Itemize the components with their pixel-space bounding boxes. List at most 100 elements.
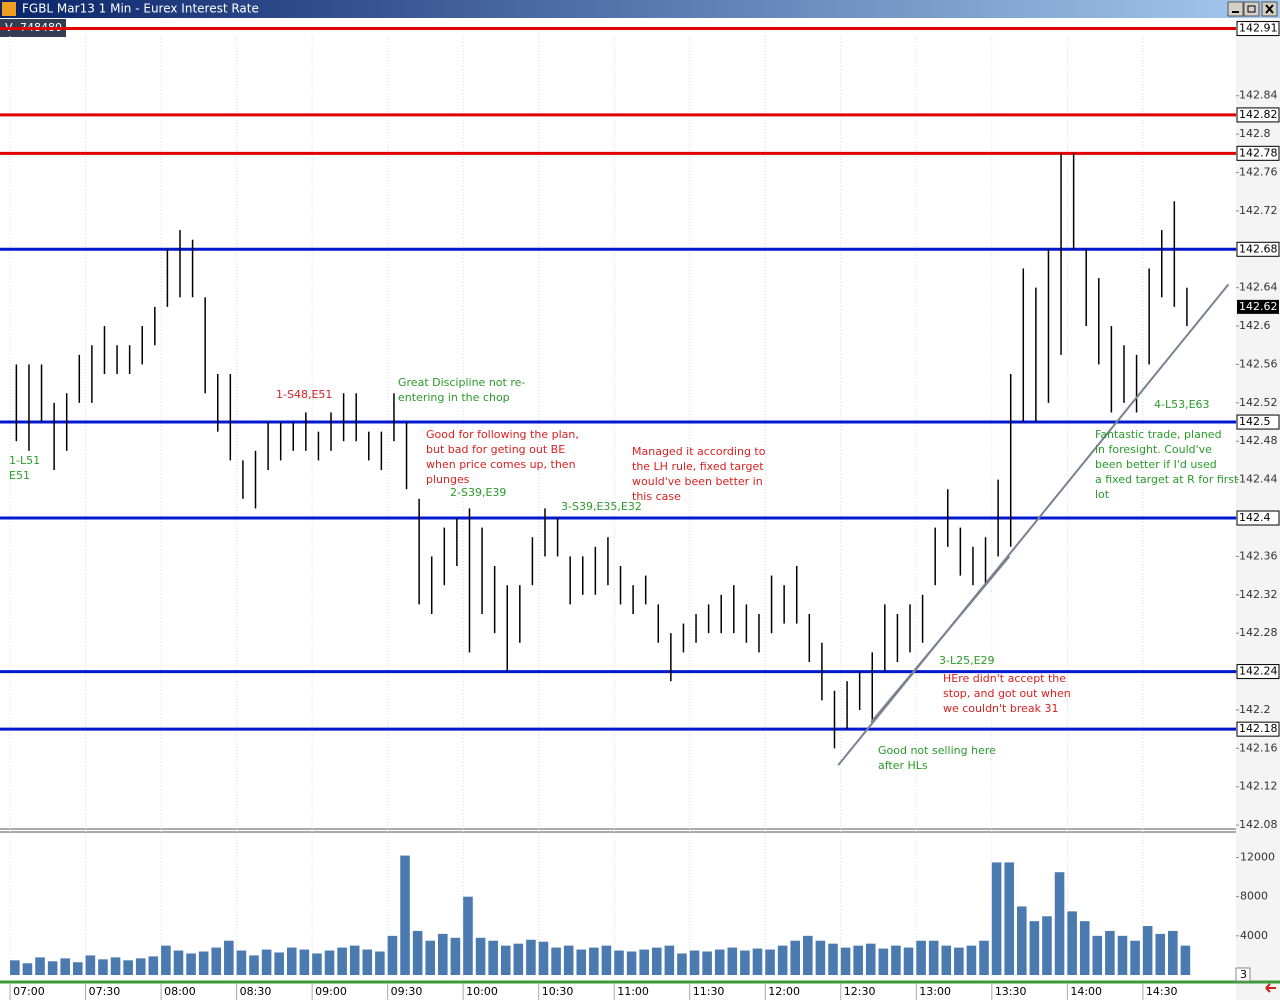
- volume-bar: [1117, 935, 1128, 975]
- volume-bar: [979, 940, 989, 975]
- volume-bar: [714, 949, 725, 975]
- y-tick-label: 142.28: [1239, 626, 1278, 639]
- restore-button[interactable]: [1243, 1, 1260, 17]
- annotation: 2-S39,E39: [450, 486, 506, 499]
- volume-bar: [488, 940, 498, 975]
- level-label-box: [1236, 145, 1280, 161]
- volume-bar: [463, 896, 473, 975]
- volume-bar: [236, 950, 247, 975]
- title-bar: [0, 0, 1280, 18]
- volume-bar: [601, 945, 612, 975]
- volume-bar: [891, 945, 901, 975]
- volume-bar: [110, 957, 121, 975]
- volume-bar: [538, 941, 549, 975]
- last-price-box: [1237, 299, 1279, 314]
- volume-bar: [903, 947, 914, 975]
- y-tick-label: 142.12: [1239, 780, 1278, 793]
- level-label-box: [1236, 414, 1280, 430]
- annotation: HEre didn't accept the: [943, 672, 1066, 685]
- volume-bar: [261, 949, 272, 975]
- x-tick-label: 09:00: [315, 985, 347, 998]
- volume-bar: [576, 949, 587, 975]
- volume-bar: [702, 951, 712, 975]
- minimize-button[interactable]: [1227, 1, 1244, 17]
- y-tick-label: 142.56: [1239, 357, 1278, 370]
- volume-bar: [752, 948, 763, 975]
- volume-bar: [438, 933, 448, 975]
- annotation: E51: [9, 469, 30, 482]
- volume-bar: [98, 959, 108, 975]
- volume-bar: [551, 947, 561, 975]
- volume-bar: [941, 945, 952, 975]
- y-tick-label: 142.64: [1239, 281, 1278, 294]
- volume-bar: [513, 943, 524, 975]
- volume-bar: [853, 945, 863, 975]
- y-tick-label: 142.76: [1239, 166, 1278, 179]
- volume-bar: [425, 940, 436, 975]
- volume-bar: [1168, 930, 1178, 975]
- x-tick-label: 08:00: [164, 985, 196, 998]
- y-tick-label: 142.52: [1239, 396, 1278, 409]
- volume-bar: [1142, 926, 1153, 975]
- volume-bar: [73, 962, 83, 975]
- y-tick-label: 142.32: [1239, 588, 1278, 601]
- x-tick-label: 12:00: [768, 985, 800, 998]
- volume-bar: [47, 961, 58, 975]
- volume-bar: [916, 940, 926, 975]
- volume-bar: [324, 950, 335, 975]
- volume-bar: [677, 953, 687, 975]
- volume-bar: [161, 945, 171, 975]
- volume-bar: [1092, 935, 1103, 975]
- x-tick-label: 09:30: [391, 985, 423, 998]
- scroll-arrow[interactable]: [1265, 983, 1276, 993]
- volume-bar: [337, 947, 347, 975]
- x-tick-label: 08:30: [240, 985, 272, 998]
- volume-tick-label: 12000: [1240, 851, 1275, 864]
- volume-bar: [1029, 921, 1040, 975]
- volume-bar: [475, 937, 486, 975]
- annotation: but bad for geting out BE: [426, 443, 565, 456]
- volume-bar: [362, 949, 373, 975]
- level-label-box: [1236, 721, 1280, 737]
- volume-bar: [727, 947, 738, 975]
- annotation: when price comes up, then: [426, 458, 576, 471]
- annotation: 3-S39,E35,E32: [561, 500, 642, 513]
- volume-bar: [412, 930, 423, 975]
- close-glyph: [1265, 4, 1274, 14]
- x-tick-label: 14:00: [1070, 985, 1102, 998]
- y-tick-label: 142.8: [1239, 127, 1271, 140]
- volume-bar: [387, 935, 398, 975]
- annotation: entering in the chop: [398, 391, 510, 404]
- volume-bar: [60, 958, 71, 975]
- volume-bar: [614, 950, 624, 975]
- volume-bar: [765, 949, 775, 975]
- annotation: 1-L51: [9, 454, 40, 467]
- volume-bar: [928, 940, 939, 975]
- annotation: we couldn't break 31: [943, 702, 1059, 715]
- trendline: [870, 555, 1011, 724]
- volume-bar: [22, 963, 33, 975]
- x-tick-label: 07:00: [13, 985, 45, 998]
- volume-bar: [1042, 916, 1052, 975]
- annotation: plunges: [426, 473, 470, 486]
- volume-bar: [1016, 906, 1027, 975]
- annotation: Fantastic trade, planed: [1095, 428, 1222, 441]
- y-tick-label: 142.72: [1239, 204, 1278, 217]
- y-tick-label: 142.48: [1239, 434, 1278, 447]
- volume-bar: [500, 945, 511, 975]
- window-buttons[interactable]: [1227, 1, 1278, 17]
- volume-bar: [790, 940, 801, 975]
- volume-tick-label: 4000: [1240, 929, 1268, 942]
- y-tick-label: 142.08: [1239, 818, 1278, 831]
- restore-glyph: [1247, 5, 1256, 13]
- volume-bar: [1004, 862, 1014, 975]
- annotation: Good not selling here: [878, 744, 996, 757]
- volume-bar: [991, 862, 1002, 975]
- level-label: 142.18: [1239, 722, 1278, 735]
- x-tick-label: 12:30: [844, 985, 876, 998]
- volume-bar: [664, 945, 675, 975]
- annotation: in foresight. Could've: [1095, 443, 1212, 456]
- volume-bar: [10, 960, 20, 975]
- volume-bar: [85, 955, 96, 975]
